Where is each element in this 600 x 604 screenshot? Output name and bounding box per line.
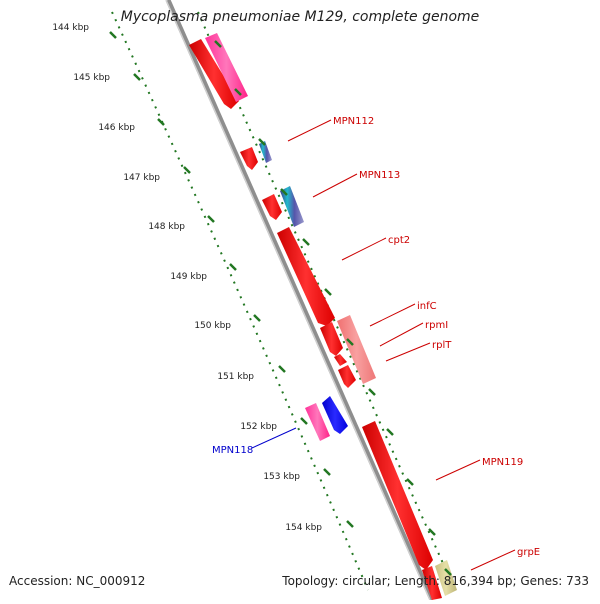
- ruler-outer-dash: [280, 188, 288, 196]
- label-connector: [312, 173, 358, 198]
- ruler-outer-dash: [302, 238, 310, 246]
- ruler-outer-dash: [444, 568, 452, 576]
- gene-label[interactable]: rpmI: [425, 320, 448, 331]
- gene-bottom-red[interactable]: [422, 566, 442, 600]
- ruler-tick-label: 149 kbp: [170, 272, 207, 282]
- ruler-outer-dash: [406, 478, 414, 486]
- outer-ruler-dashes: [214, 40, 452, 576]
- ruler-tick-label: 150 kbp: [194, 321, 231, 331]
- gene-top-magenta[interactable]: [205, 33, 248, 102]
- ruler-outer-dash: [258, 138, 266, 146]
- gene-mpn119[interactable]: [362, 421, 433, 570]
- ruler-tick-label: 144 kbp: [52, 23, 89, 33]
- accession-text: Accession: NC_000912: [9, 574, 146, 588]
- ruler-ticks: 144 kbp 145 kbp 146 kbp 147 kbp 148 kbp 149 k…: [52, 23, 354, 533]
- gene-top-forward[interactable]: [189, 39, 239, 109]
- label-connector: [379, 322, 424, 347]
- gene-label[interactable]: MPN112: [333, 116, 374, 127]
- ruler-tick: [300, 417, 308, 425]
- gene-grpe[interactable]: [435, 560, 457, 596]
- page-title: Mycoplasma pneumoniae M129, complete gen…: [120, 9, 480, 25]
- ruler-tick: [346, 520, 354, 528]
- ruler-tick-label: 148 kbp: [148, 222, 185, 232]
- ruler-outer-dash: [386, 428, 394, 436]
- gene-magenta-mid[interactable]: [305, 403, 330, 441]
- label-connector: [251, 427, 297, 449]
- gene-cpt2[interactable]: [277, 227, 335, 326]
- label-connector: [470, 549, 516, 571]
- gene-label[interactable]: grpE: [517, 547, 540, 558]
- ruler-outer-dash: [368, 388, 376, 396]
- gene-label[interactable]: MPN113: [359, 170, 400, 181]
- gene-rplt[interactable]: [334, 354, 356, 388]
- gene-label[interactable]: infC: [417, 301, 437, 312]
- gene-small-red-1[interactable]: [240, 147, 258, 170]
- label-connectors: [251, 119, 516, 571]
- gene-infc[interactable]: [337, 315, 376, 384]
- gene-label[interactable]: MPN119: [482, 457, 523, 468]
- ruler-tick-label: 146 kbp: [98, 123, 135, 133]
- gene-label[interactable]: cpt2: [388, 235, 410, 246]
- ruler-tick-label: 153 kbp: [263, 472, 300, 482]
- gene-label[interactable]: rplT: [432, 340, 452, 351]
- ruler-tick: [133, 73, 141, 81]
- ruler-outer-dash: [346, 338, 354, 346]
- genome-backbone: [165, 0, 435, 602]
- label-connector: [287, 119, 332, 142]
- ruler-outer-dash: [234, 88, 242, 96]
- ruler-tick: [183, 166, 191, 174]
- ruler-tick: [157, 118, 165, 126]
- label-connector: [435, 459, 481, 481]
- label-connector: [385, 342, 431, 362]
- backbone-highlight: [165, 0, 431, 601]
- gene-label[interactable]: MPN118: [212, 445, 253, 456]
- ruler-tick: [229, 263, 237, 271]
- label-connector: [369, 303, 416, 327]
- gene-rpmi[interactable]: [320, 322, 343, 356]
- ruler-tick: [207, 215, 215, 223]
- label-connector: [341, 237, 387, 261]
- ruler-tick: [278, 365, 286, 373]
- gene-mpn113[interactable]: [280, 186, 304, 227]
- ruler-tick: [109, 31, 117, 39]
- ruler-outer-dash: [428, 528, 436, 536]
- topology-text: Topology: circular; Length: 816,394 bp; …: [282, 574, 589, 588]
- ruler-tick: [323, 468, 331, 476]
- ruler-tick-label: 154 kbp: [285, 523, 322, 533]
- ruler-outer-dash: [324, 288, 332, 296]
- ruler-tick-label: 145 kbp: [73, 73, 110, 83]
- ruler-tick-label: 151 kbp: [217, 372, 254, 382]
- gene-small-red-2[interactable]: [262, 194, 282, 220]
- ruler-tick: [253, 314, 261, 322]
- ruler-tick-label: 152 kbp: [240, 422, 277, 432]
- ruler-outer-dash: [214, 40, 222, 48]
- gene-mpn118[interactable]: [322, 396, 348, 434]
- gene-mpn112[interactable]: [259, 141, 272, 163]
- gene-labels: MPN112 MPN113 cpt2 infC rpmI rplT MPN118 MPN119…: [212, 116, 540, 558]
- ruler-tick-label: 147 kbp: [123, 173, 160, 183]
